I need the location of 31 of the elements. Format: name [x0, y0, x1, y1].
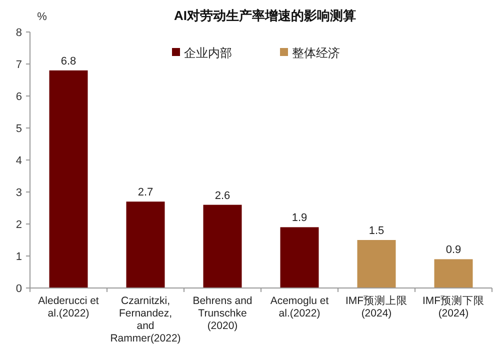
- x-tick-label: Alederucci et al.(2022): [38, 295, 99, 320]
- y-tick-label: 0: [16, 283, 22, 295]
- y-tick-label: 5: [16, 123, 22, 135]
- x-tick-label: Acemoglu et al.(2022): [270, 295, 329, 320]
- data-label: 1.9: [292, 212, 308, 224]
- bar: [49, 70, 88, 288]
- bar: [280, 227, 319, 288]
- bar: [203, 204, 242, 288]
- data-label: 2.7: [138, 186, 154, 199]
- chart-title: AI对劳动生产率增速的影响测算: [174, 8, 356, 23]
- y-tick-label: 6: [16, 91, 22, 103]
- y-tick-label: 3: [16, 187, 22, 199]
- y-tick-label: 7: [16, 59, 22, 71]
- bar: [434, 259, 473, 288]
- data-label: 1.5: [368, 225, 384, 237]
- data-label: 0.9: [446, 244, 462, 256]
- y-tick-label: 4: [16, 155, 22, 167]
- y-tick-label: 2: [16, 219, 22, 231]
- y-tick-label: 8: [16, 27, 22, 39]
- x-tick-label: Behrens and Trunschke (2020): [192, 295, 252, 332]
- x-tick-label: IMF预测下限 (2024): [422, 295, 485, 320]
- y-tick-label: 1: [16, 251, 22, 263]
- data-label: 2.6: [214, 190, 230, 202]
- legend-label: 企业内部: [184, 46, 232, 60]
- y-axis-title: %: [37, 11, 48, 23]
- data-label: 6.8: [60, 55, 76, 68]
- bar: [126, 202, 165, 288]
- bar: [357, 240, 396, 288]
- x-tick-label: Czarnitzki, Fernandez, and Rammer(2022): [110, 295, 181, 344]
- legend-label: 整体经济: [292, 46, 340, 60]
- x-tick-label: IMF预测上限 (2024): [345, 294, 408, 320]
